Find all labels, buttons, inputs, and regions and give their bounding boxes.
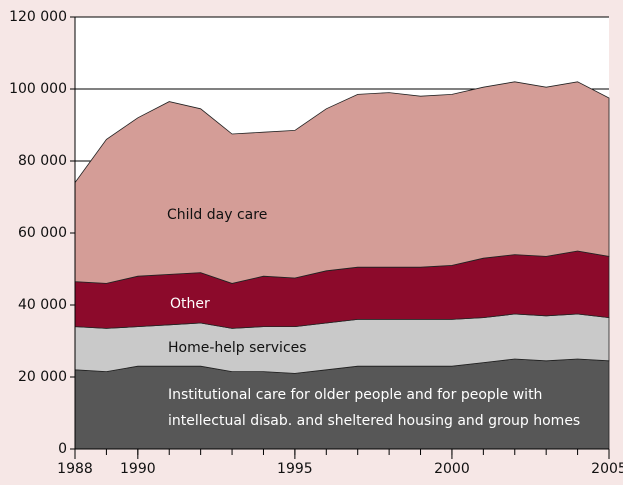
- series-label: Home-help services: [168, 340, 307, 356]
- x-tick-label: 1988: [57, 461, 93, 477]
- x-tick-label: 2000: [434, 461, 470, 477]
- series-label: Other: [170, 296, 210, 312]
- y-tick-label: 100 000: [9, 81, 67, 97]
- y-tick-label: 120 000: [9, 9, 67, 25]
- area: [74, 81, 610, 284]
- series-label: Child day care: [167, 207, 268, 223]
- x-tick-label: 1995: [277, 461, 313, 477]
- y-tick-label: 20 000: [18, 369, 67, 385]
- y-tick-label: 60 000: [18, 225, 67, 241]
- y-tick-label: 0: [58, 441, 67, 457]
- y-tick-label: 40 000: [18, 297, 67, 313]
- x-tick-label: 1990: [120, 461, 156, 477]
- x-tick-label: 2005: [591, 461, 623, 477]
- series-label: Institutional care for older people and …: [168, 387, 581, 429]
- y-tick-label: 80 000: [18, 153, 67, 169]
